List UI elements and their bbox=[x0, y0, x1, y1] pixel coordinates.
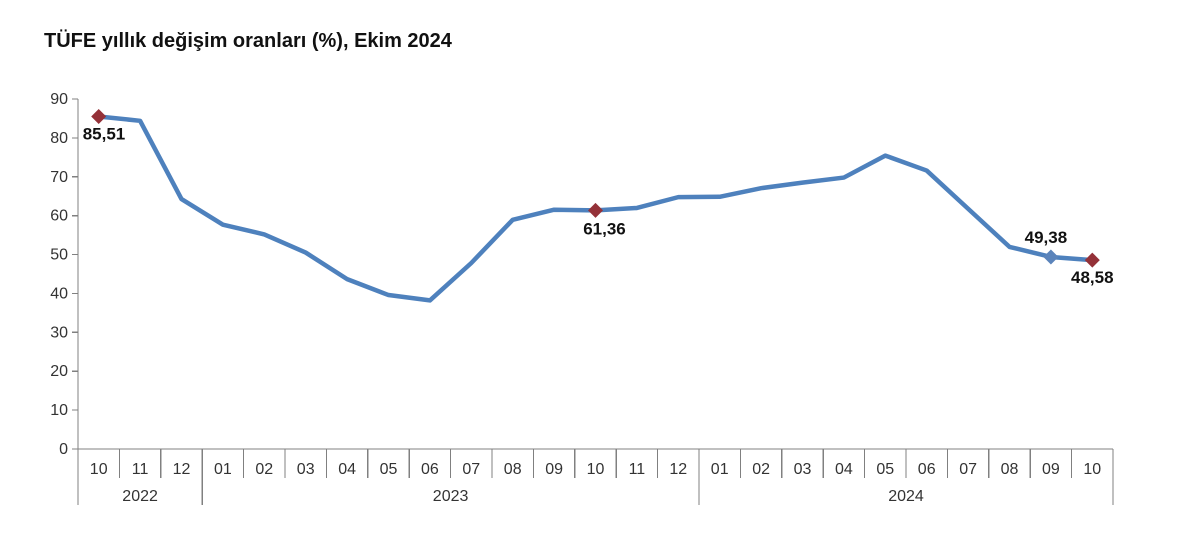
y-tick-label: 70 bbox=[50, 169, 68, 186]
month-tick-label: 06 bbox=[918, 461, 936, 478]
y-tick-label: 60 bbox=[50, 208, 68, 225]
year-label: 2024 bbox=[888, 488, 924, 505]
month-tick-label: 08 bbox=[504, 461, 522, 478]
data-point-label: 49,38 bbox=[1025, 228, 1068, 247]
month-tick-label: 09 bbox=[545, 461, 563, 478]
y-tick-label: 20 bbox=[50, 363, 68, 380]
month-tick-label: 01 bbox=[711, 461, 729, 478]
data-point-label: 61,36 bbox=[583, 219, 626, 238]
data-point-label: 48,58 bbox=[1071, 268, 1114, 287]
year-label: 2023 bbox=[433, 488, 469, 505]
year-label: 2022 bbox=[122, 488, 158, 505]
month-tick-label: 01 bbox=[214, 461, 232, 478]
month-tick-label: 04 bbox=[835, 461, 853, 478]
month-tick-label: 07 bbox=[462, 461, 480, 478]
month-tick-label: 12 bbox=[173, 461, 191, 478]
y-tick-label: 30 bbox=[50, 324, 68, 341]
y-tick-label: 90 bbox=[50, 91, 68, 108]
month-tick-label: 10 bbox=[587, 461, 605, 478]
y-tick-label: 50 bbox=[50, 247, 68, 264]
month-tick-label: 07 bbox=[959, 461, 977, 478]
month-tick-label: 11 bbox=[132, 461, 149, 478]
y-tick-label: 80 bbox=[50, 130, 68, 147]
month-tick-label: 03 bbox=[794, 461, 812, 478]
month-tick-label: 05 bbox=[876, 461, 894, 478]
data-point-marker-diamond bbox=[588, 202, 603, 218]
month-tick-label: 06 bbox=[421, 461, 439, 478]
data-point-marker-diamond bbox=[1043, 249, 1059, 265]
month-tick-label: 09 bbox=[1042, 461, 1060, 478]
month-tick-label: 12 bbox=[669, 461, 687, 478]
y-tick-label: 10 bbox=[50, 402, 68, 419]
y-tick-label: 40 bbox=[50, 285, 68, 302]
chart-title: TÜFE yıllık değişim oranları (%), Ekim 2… bbox=[44, 30, 452, 52]
month-tick-label: 10 bbox=[90, 461, 108, 478]
month-tick-label: 11 bbox=[629, 461, 646, 478]
month-tick-label: 10 bbox=[1083, 461, 1101, 478]
month-tick-label: 04 bbox=[338, 461, 356, 478]
month-tick-label: 02 bbox=[752, 461, 770, 478]
data-point-marker-diamond bbox=[1084, 252, 1100, 268]
y-tick-label: 0 bbox=[59, 441, 68, 458]
data-point-label: 85,51 bbox=[83, 124, 126, 143]
data-point-marker-diamond bbox=[91, 108, 107, 124]
month-tick-label: 02 bbox=[255, 461, 273, 478]
month-tick-label: 05 bbox=[380, 461, 398, 478]
month-tick-label: 03 bbox=[297, 461, 315, 478]
month-tick-label: 08 bbox=[1001, 461, 1019, 478]
